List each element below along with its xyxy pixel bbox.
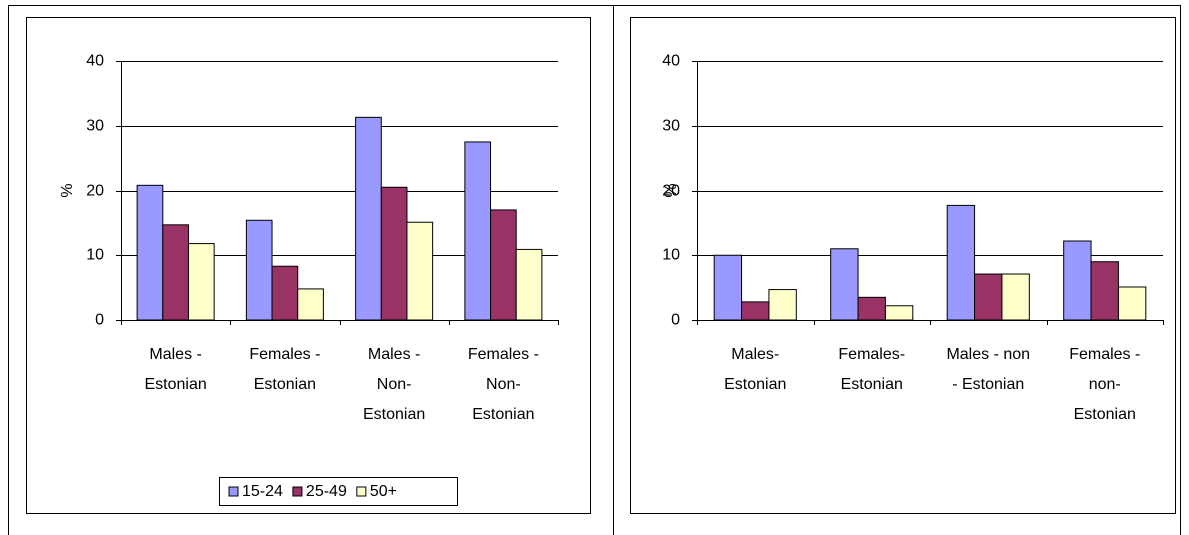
bar [271,265,299,321]
bar [245,219,273,321]
bar [162,224,189,321]
y-tick-label: 40 [662,53,680,70]
x-tick-label: Males-Estonian [724,346,786,393]
bar [464,141,492,321]
bar [768,289,797,321]
y-tick-label: 20 [86,183,104,200]
bar [515,248,543,321]
x-tick-label: Males - non - Estonian [946,346,1030,393]
bar [297,288,324,321]
bar [136,184,164,321]
bar [406,221,434,321]
bar [355,116,382,321]
x-tick-label: Females -Non-Estonian [468,346,539,423]
bar [884,305,914,321]
y-tick-label: 0 [671,312,680,329]
legend-box [219,477,458,506]
y-tick-label: 10 [662,247,680,264]
y-axis-label: % [59,183,76,197]
x-tick-label: Females -Estonian [249,346,320,393]
legend-label: 25-49 [306,483,347,500]
x-tick-label: Males -Non-Estonian [363,346,425,423]
bar [1063,240,1092,321]
bar [946,204,976,321]
bar [1090,261,1119,321]
x-tick-label: Females -non-Estonian [1069,346,1140,423]
legend-label: 50+ [370,483,397,500]
legend-swatch [292,486,303,497]
bar [1001,273,1030,321]
y-axis-label: % [663,183,680,197]
x-tick-label: Males -Estonian [144,346,206,393]
legend-swatch [228,486,239,497]
bar [830,248,859,321]
bar [490,209,517,321]
bar [187,243,215,321]
bar [380,186,408,321]
y-tick-label: 40 [86,53,104,70]
y-tick-label: 30 [86,118,104,135]
y-tick-label: 30 [662,118,680,135]
y-tick-label: 10 [86,247,104,264]
legend-swatch [356,486,367,497]
bar [857,296,886,321]
bar [741,301,770,321]
legend-label: 15-24 [242,483,283,500]
bar [1117,286,1147,321]
y-tick-label: 0 [95,312,104,329]
bar [974,273,1003,321]
x-tick-label: Females-Estonian [838,346,905,393]
bar [713,254,743,321]
y-tick-label: 20 [662,183,680,200]
